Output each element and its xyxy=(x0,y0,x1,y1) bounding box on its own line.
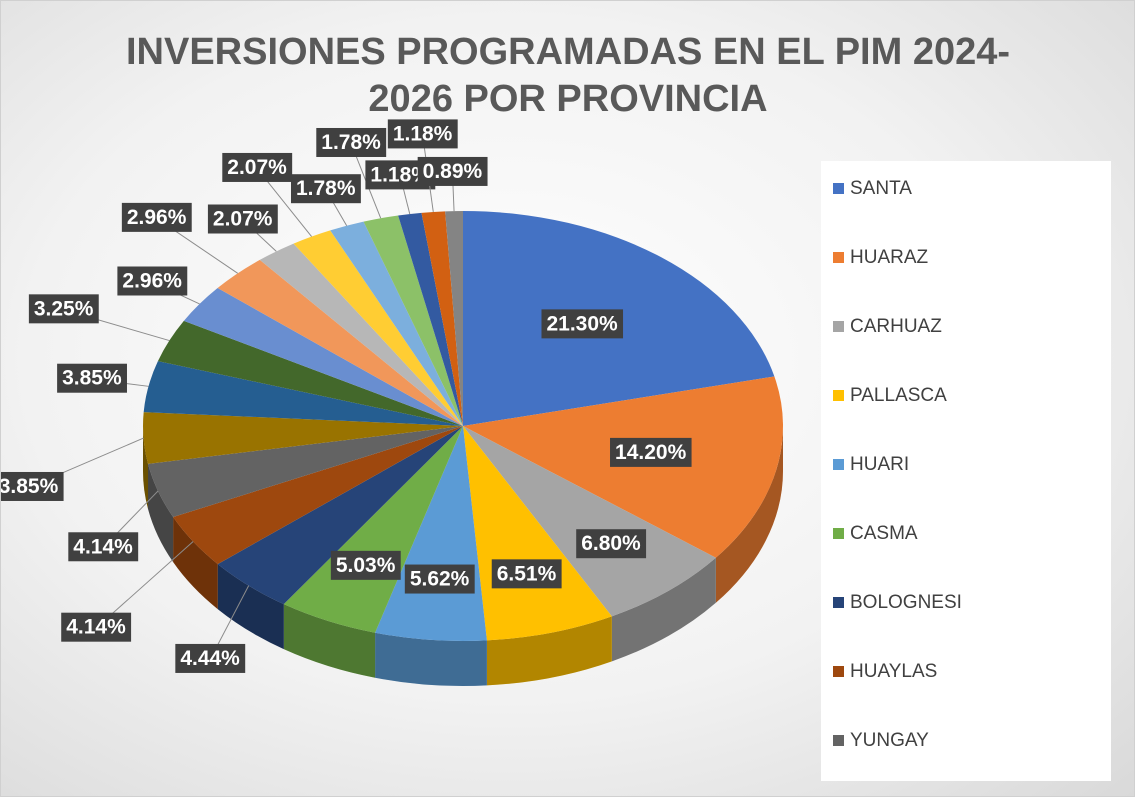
slice-side-shade xyxy=(611,557,716,662)
slice-side xyxy=(375,632,487,686)
slice xyxy=(173,426,463,565)
data-label: 6.51% xyxy=(497,562,557,585)
data-label: 1.18% xyxy=(370,163,430,186)
data-label: 2.96% xyxy=(127,206,187,229)
slice xyxy=(143,412,464,464)
legend-label: HUAYLAS xyxy=(850,661,937,682)
slice-side-shade xyxy=(217,564,284,650)
legend-swatch xyxy=(833,597,844,608)
slice-side xyxy=(715,426,784,603)
data-label-bg xyxy=(404,564,475,594)
data-label: 1.78% xyxy=(321,131,381,154)
legend-swatch xyxy=(833,528,844,539)
slice xyxy=(148,426,463,518)
data-label-bg xyxy=(610,437,692,467)
data-label: 6.80% xyxy=(581,532,641,555)
legend-swatch xyxy=(833,735,844,746)
slice xyxy=(363,215,463,426)
legend-label: SANTA xyxy=(850,178,912,199)
slice-side xyxy=(217,564,284,650)
legend-swatch xyxy=(833,183,844,194)
slice-side-shade xyxy=(283,604,376,678)
slice xyxy=(463,376,783,558)
data-label-bg xyxy=(61,612,132,642)
data-label-bg xyxy=(316,127,387,157)
data-label-bg xyxy=(417,156,488,186)
data-label-bg xyxy=(28,294,99,324)
slice-side xyxy=(148,463,174,563)
slice-side xyxy=(486,616,612,686)
slice-side-shade xyxy=(143,426,149,509)
chart-title: INVERSIONES PROGRAMADAS EN EL PIM 2024-2… xyxy=(125,31,1011,120)
data-label-bg xyxy=(290,174,361,204)
slice xyxy=(330,221,463,426)
slice-side xyxy=(283,604,376,678)
legend-swatch xyxy=(833,390,844,401)
data-label: 2.07% xyxy=(227,156,287,179)
slice-side-shade xyxy=(375,632,487,686)
data-label: 3.85% xyxy=(62,367,122,390)
legend-label: HUARI xyxy=(850,454,909,475)
legend-swatch xyxy=(833,459,844,470)
data-label-bg xyxy=(57,363,127,393)
legend-swatch xyxy=(833,666,844,677)
slice xyxy=(259,243,463,426)
data-label-bg xyxy=(117,266,188,296)
data-label: 1.78% xyxy=(296,177,356,200)
data-label-bg xyxy=(207,204,278,234)
data-label: 14.20% xyxy=(615,441,687,464)
data-label: 1.18% xyxy=(393,122,453,145)
data-label-bg xyxy=(330,550,401,580)
slice-side-shade xyxy=(148,463,174,563)
data-label: 4.44% xyxy=(180,647,240,670)
data-label-bg xyxy=(175,643,246,673)
data-label: 5.03% xyxy=(336,554,396,577)
data-label-bg xyxy=(1,471,64,501)
data-label-bg xyxy=(121,202,192,232)
data-label: 3.25% xyxy=(34,297,94,320)
data-label-bg xyxy=(541,309,624,339)
slice-side xyxy=(611,557,716,662)
data-label: 4.14% xyxy=(66,616,126,639)
slice xyxy=(445,211,463,426)
slice-side xyxy=(173,517,218,610)
data-label: 2.96% xyxy=(122,269,182,292)
data-label: 2.07% xyxy=(213,208,273,231)
data-label: 3.85% xyxy=(1,475,59,498)
legend-label: PALLASCA xyxy=(850,385,947,406)
slice-side-shade xyxy=(173,517,218,610)
slice xyxy=(293,230,463,426)
data-label: 4.14% xyxy=(73,535,133,558)
slice xyxy=(217,426,463,605)
slice xyxy=(283,426,463,633)
legend-label: BOLOGNESI xyxy=(850,592,962,613)
data-label: 5.62% xyxy=(410,568,470,591)
data-label-bg xyxy=(222,152,293,182)
data-label: 21.30% xyxy=(546,312,618,335)
slice-side-shade xyxy=(715,426,784,603)
slice xyxy=(183,288,464,426)
data-label-bg xyxy=(68,532,139,562)
legend-label: CARHUAZ xyxy=(850,316,942,337)
legend-label: CASMA xyxy=(850,523,918,544)
legend-swatch xyxy=(833,252,844,263)
data-label-bg xyxy=(576,529,647,559)
slice xyxy=(143,361,463,426)
slice-side-shade xyxy=(486,616,612,686)
slice xyxy=(217,259,463,426)
legend-swatch xyxy=(833,321,844,332)
data-label: 0.89% xyxy=(423,160,483,183)
legend-box xyxy=(821,161,1111,781)
slice xyxy=(398,212,463,426)
data-label-bg xyxy=(491,559,562,589)
slice xyxy=(157,320,463,426)
slice xyxy=(463,426,716,617)
data-label-bg xyxy=(387,119,458,149)
slice-side xyxy=(143,426,149,509)
legend-label: HUARAZ xyxy=(850,247,929,268)
slice xyxy=(421,211,463,426)
legend-label: YUNGAY xyxy=(850,730,929,751)
